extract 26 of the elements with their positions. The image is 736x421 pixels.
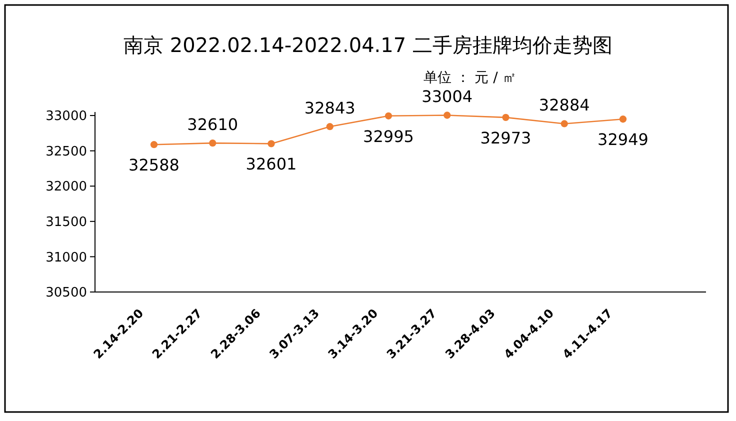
- point: [560, 120, 568, 128]
- chart-subtitle: 单位 ： 元 / ㎡: [424, 70, 516, 86]
- y-tick-label: 32000: [46, 180, 87, 195]
- data-label: 32601: [246, 154, 297, 174]
- data-label: 32610: [187, 115, 238, 134]
- point: [502, 114, 510, 121]
- data-label: 32843: [304, 98, 356, 118]
- point: [384, 112, 392, 120]
- point: [444, 112, 451, 119]
- point: [619, 116, 627, 123]
- data-label: 32973: [480, 128, 532, 148]
- point: [150, 141, 158, 148]
- point: [268, 140, 275, 148]
- data-label: 32995: [363, 126, 414, 146]
- data-label: 32588: [128, 156, 180, 175]
- data-label: 33004: [422, 87, 473, 106]
- y-tick-label: 33000: [46, 109, 87, 124]
- y-tick-label: 31000: [46, 250, 87, 266]
- y-tick-label: 31500: [46, 214, 87, 230]
- point: [326, 123, 334, 130]
- data-label: 32884: [538, 96, 590, 115]
- point: [209, 140, 216, 147]
- y-tick-label: 32500: [46, 144, 87, 160]
- y-tick-label: 30500: [46, 286, 87, 301]
- chart-title: 南京 2022.02.14-2022.04.17 二手房挂牌均价走势图: [124, 33, 612, 57]
- data-label: 32949: [598, 130, 648, 150]
